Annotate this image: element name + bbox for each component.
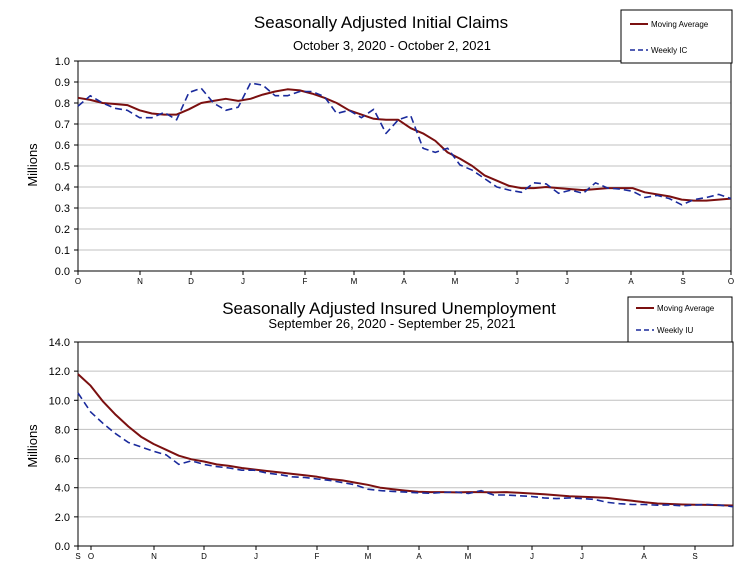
chart2-y-tick-label: 4.0 — [55, 483, 70, 495]
chart2-y-tick-label: 6.0 — [55, 454, 70, 466]
chart2-weekly-series-line — [77, 392, 734, 508]
chart2-y-tick-label: 12.0 — [49, 366, 70, 378]
chart1-y-tick-label: 0.8 — [55, 98, 70, 110]
chart2-x-tick-label: J — [254, 552, 258, 561]
chart1-series — [77, 82, 732, 206]
chart2-x-tick-label: J — [530, 552, 534, 561]
chart2-x-tick-label: F — [315, 552, 320, 561]
chart1-legend-box — [620, 9, 733, 64]
chart1-y-tick-label: 0.5 — [55, 161, 70, 173]
chart1-y-tick-label: 0.2 — [55, 224, 70, 236]
initial-claims-chart: Seasonally Adjusted Initial Claims Octob… — [25, 9, 734, 286]
chart2-x-tick-label: A — [641, 552, 647, 561]
chart1-y-tick-label: 1.0 — [55, 56, 70, 68]
chart1-x-tick-label: M — [452, 277, 459, 286]
insured-unemployment-chart: Seasonally Adjusted Insured Unemployment… — [25, 296, 734, 561]
chart1-y-tick-label: 0.4 — [55, 182, 70, 194]
chart1-y-tick-label: 0.7 — [55, 119, 70, 131]
chart1-x-tick-label: F — [303, 277, 308, 286]
chart2-plot-area — [77, 341, 734, 547]
chart1-x-tick-label: O — [728, 277, 734, 286]
chart2-moving-average-line — [77, 373, 734, 507]
chart1-x-tick-label: J — [565, 277, 569, 286]
chart2-y-tick-label: 10.0 — [49, 395, 70, 407]
chart1-y-tick-label: 0.6 — [55, 140, 70, 152]
chart2-y-tick-label: 8.0 — [55, 424, 70, 436]
chart2-x-tick-label: S — [692, 552, 697, 561]
chart1-title: Seasonally Adjusted Initial Claims — [254, 13, 508, 32]
chart2-y-tick-label: 2.0 — [55, 512, 70, 524]
chart1-x-tick-label: J — [241, 277, 245, 286]
chart1-moving-average-line — [77, 88, 732, 202]
chart1-gridlines — [78, 81, 731, 251]
chart1-legend: Moving Average Weekly IC — [620, 9, 733, 64]
chart1-legend-ma-label: Moving Average — [651, 20, 709, 29]
chart2-y-tick-label: 0.0 — [55, 541, 70, 553]
chart2-legend-weekly-label: Weekly IU — [657, 326, 694, 335]
chart2-x-tick-label: D — [201, 552, 207, 561]
chart2-series — [77, 373, 734, 508]
chart1-x-tick-label: O — [75, 277, 81, 286]
chart2-x-tick-label: N — [151, 552, 157, 561]
chart1-x-tick-label: A — [401, 277, 407, 286]
chart2-x-tick-label: S — [75, 552, 80, 561]
chart2-title: Seasonally Adjusted Insured Unemployment — [222, 299, 556, 318]
chart1-y-axis-label: Millions — [25, 143, 40, 187]
chart2-legend-box — [627, 296, 733, 343]
chart1-legend-weekly-label: Weekly IC — [651, 46, 688, 55]
chart2-x-tick-label: M — [465, 552, 472, 561]
chart1-x-tick-label: A — [628, 277, 634, 286]
chart1-y-tick-label: 0.0 — [55, 266, 70, 278]
chart1-x-tick-label: M — [351, 277, 358, 286]
chart2-x-tick-label: M — [365, 552, 372, 561]
chart2-y-tick-label: 14.0 — [49, 337, 70, 349]
chart2-legend-ma-label: Moving Average — [657, 304, 715, 313]
chart2-y-axis-label: Millions — [25, 424, 40, 468]
chart1-x-tick-label: J — [515, 277, 519, 286]
chart1-x-tick-label: S — [680, 277, 685, 286]
chart1-y-tick-label: 0.3 — [55, 203, 70, 215]
chart2-gridlines — [78, 370, 733, 518]
chart1-subtitle: October 3, 2020 - October 2, 2021 — [293, 38, 491, 53]
chart2-y-ticks: 0.0 2.0 4.0 6.0 8.0 10.0 12.0 14.0 — [49, 337, 78, 553]
chart1-x-tick-label: N — [137, 277, 143, 286]
chart2-x-tick-label: O — [88, 552, 94, 561]
chart2-x-tick-label: A — [416, 552, 422, 561]
chart2-x-tick-label: J — [580, 552, 584, 561]
chart1-y-tick-label: 0.1 — [55, 245, 70, 257]
chart1-x-tick-label: D — [188, 277, 194, 286]
chart1-y-tick-label: 0.9 — [55, 77, 70, 89]
chart1-y-ticks: 0.0 0.1 0.2 0.3 0.4 0.5 0.6 0.7 0.8 0.9 1.0 — [55, 56, 78, 278]
chart1-weekly-series-line — [77, 82, 732, 206]
chart2-subtitle: September 26, 2020 - September 25, 2021 — [268, 316, 515, 331]
chart2-legend: Moving Average Weekly IU — [627, 296, 733, 343]
